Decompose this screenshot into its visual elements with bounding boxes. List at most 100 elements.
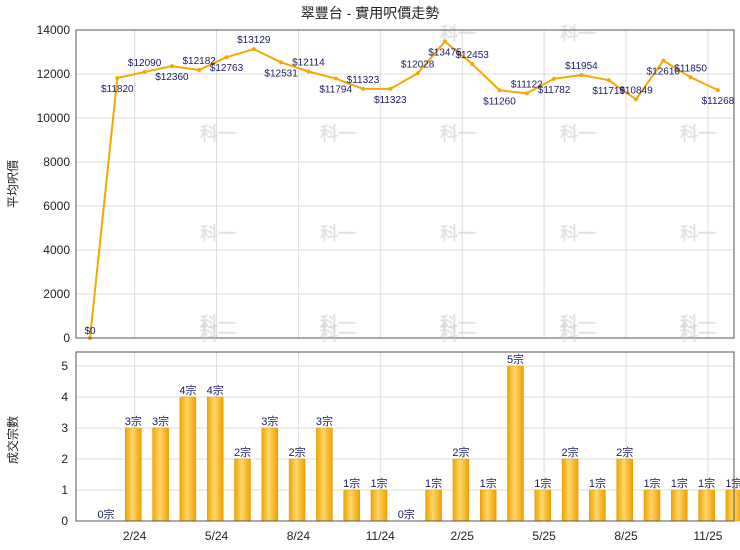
volume-bar-label: 1宗 [643,476,660,490]
volume-bar-label: 2宗 [616,445,633,459]
price-point [224,55,229,60]
watermark-text: 科一 [440,23,476,44]
price-point-label: $11954 [565,61,598,72]
watermark-text: 科一 [560,23,596,44]
volume-y-tick-label: 0 [61,514,68,528]
price-y-tick-label: 4000 [43,243,70,257]
price-y-axis-label: 平均呎價 [6,160,20,208]
price-point [115,75,120,80]
watermark-text: 科一 [320,323,356,344]
volume-bar [234,458,251,522]
volume-bar [534,489,552,522]
price-point [388,86,393,91]
x-tick-label: 8/25 [614,529,638,543]
volume-bar-label: 0宗 [97,507,114,521]
volume-y-axis-label: 成交宗數 [5,416,20,464]
price-y-tick-label: 0 [63,331,70,345]
price-y-tick-label: 10000 [37,111,71,125]
volume-y-tick-label: 3 [61,421,68,435]
volume-bar-label: 1宗 [480,476,497,490]
watermark-text: 科一 [560,123,596,144]
price-point [497,88,502,93]
volume-bar [288,458,306,522]
price-point [197,67,202,72]
price-point-label: $12763 [210,63,244,74]
volume-bar [616,458,633,522]
volume-bar [425,489,442,522]
price-point [306,69,311,74]
watermark-text: 科一 [440,223,476,244]
price-point-label: $10849 [619,85,653,96]
watermark-text: 科一 [680,313,716,334]
price-point-label: $11794 [319,85,352,96]
watermark-text: 科一 [680,123,716,144]
volume-bar-label: 3宗 [316,414,333,428]
price-point [279,60,284,65]
x-tick-label: 5/24 [205,529,229,543]
volume-y-tick-label: 2 [61,452,68,466]
price-point-label: $12531 [264,68,298,79]
volume-bar-label: 1宗 [589,476,606,490]
volume-bar-label: 3宗 [125,414,142,428]
price-point [415,71,420,76]
watermark-text: 科一 [200,123,236,144]
volume-bar [561,458,579,522]
price-y-tick-label: 12000 [37,67,71,81]
watermark-text: 科一 [680,323,716,344]
watermark-text: 科一 [320,313,356,334]
price-point-label: $12114 [292,57,325,68]
price-point-label: $11719 [592,86,625,97]
volume-bar-label: 1宗 [698,476,715,490]
price-point-label: $11782 [538,85,571,96]
volume-bar [206,396,224,522]
price-point [552,76,557,81]
price-point-label: $12028 [401,59,435,70]
price-point-label: $11850 [674,63,707,74]
volume-bar [698,489,715,522]
volume-bar-label: 4宗 [179,383,196,397]
x-tick-label: 2/24 [123,529,147,543]
price-y-tick-label: 14000 [37,23,71,37]
volume-bar [152,427,169,522]
price-point [579,73,584,78]
volume-bar [479,489,497,522]
price-point-label: $12610 [647,67,681,78]
volume-bar-label: 4宗 [207,383,224,397]
watermark-text: 科一 [200,323,236,344]
x-tick-label: 11/24 [366,529,395,543]
volume-bar-label: 1宗 [343,476,360,490]
price-point-label: $13129 [237,35,271,46]
watermark-text: 科一 [200,223,236,244]
volume-bar-label: 1宗 [671,476,688,490]
price-point [688,75,693,80]
price-line [89,40,719,339]
watermark-text: 科一 [320,223,356,244]
price-point-label: $12182 [183,56,217,67]
price-point-label: $12360 [155,72,189,83]
volume-bar [125,427,142,522]
volume-bar-label: 5宗 [507,352,524,366]
volume-bar-label: 1宗 [370,476,387,490]
volume-bar [643,489,661,522]
watermark-text: 科一 [320,123,356,144]
volume-bar-label: 2宗 [562,445,579,459]
volume-bar-label: 1宗 [425,476,442,490]
price-point-label: $11260 [483,96,516,107]
volume-bar [343,489,360,522]
volume-bar-label: 1宗 [725,476,740,490]
volume-bar [316,427,333,522]
price-point-label: $11122 [511,79,543,90]
volume-y-tick-label: 1 [61,483,68,497]
price-point-label: $12453 [456,50,490,61]
price-point-label: $0 [84,326,96,337]
price-point [470,62,475,67]
volume-bar-label: 2宗 [234,445,251,459]
volume-y-tick-label: 5 [61,359,68,373]
volume-bar [370,489,388,522]
chart-title: 翠豐台 - 實用呎價走勢 [301,5,439,21]
volume-bar [452,458,470,522]
watermark-text: 科一 [560,323,596,344]
price-y-tick-label: 6000 [43,199,70,213]
